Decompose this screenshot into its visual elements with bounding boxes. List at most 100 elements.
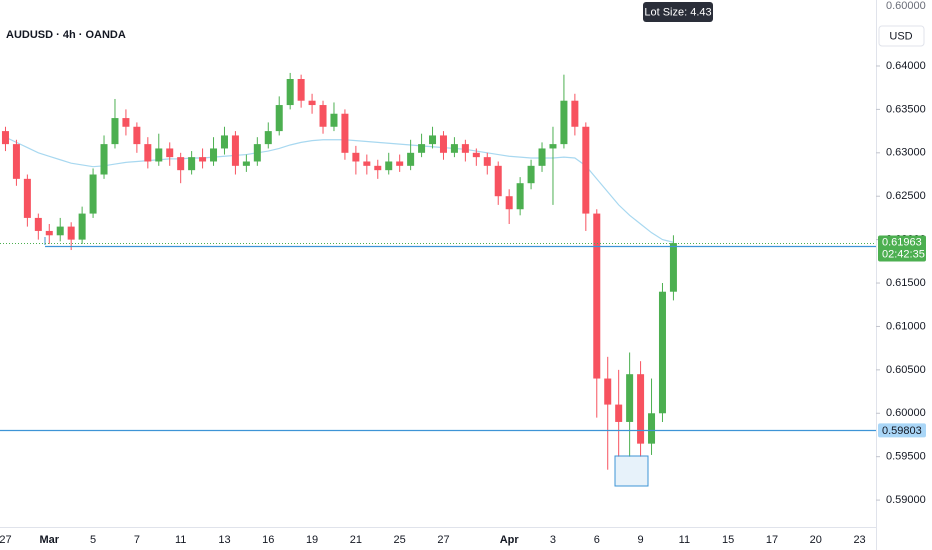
candle-body: [166, 148, 174, 158]
x-tick-label: 27: [0, 534, 12, 546]
candle-body: [538, 148, 546, 166]
y-tick-label: 0.60500: [886, 364, 926, 376]
candle-body: [450, 144, 458, 153]
top-price-label: 0.60000: [886, 0, 926, 12]
candle-body: [188, 157, 196, 171]
currency-box[interactable]: [878, 25, 925, 47]
candle-body: [483, 157, 491, 166]
candle-body: [275, 105, 283, 132]
candle-body: [133, 126, 141, 145]
candle-body: [549, 144, 557, 149]
current-price-box: [878, 235, 926, 262]
candle-body: [144, 144, 152, 162]
lot-size-tooltip: [643, 2, 713, 22]
candle-body: [439, 135, 447, 153]
candle-body: [34, 217, 42, 231]
candle-body: [1, 131, 9, 145]
candle-body: [461, 144, 469, 153]
candle-body: [472, 152, 480, 158]
zone-rectangle: [614, 455, 649, 487]
currency[interactable]: USD: [889, 30, 912, 42]
candle-body: [286, 79, 294, 106]
x-tick-label: 21: [350, 534, 362, 546]
candle-body: [571, 100, 579, 127]
x-tick-label: 13: [218, 534, 230, 546]
candle-body: [67, 226, 75, 240]
y-tick-label: 0.60000: [886, 407, 926, 419]
countdown-label: 02:42:35: [882, 248, 925, 260]
x-tick-label: 19: [306, 534, 318, 546]
candle-body: [582, 126, 590, 214]
candle-body: [78, 213, 86, 240]
x-tick-label: 11: [175, 534, 186, 546]
x-tick-label: 3: [550, 534, 556, 546]
candle-body: [374, 165, 382, 171]
x-tick-label: Apr: [500, 534, 520, 546]
candle-body: [593, 213, 601, 379]
candle-body: [231, 135, 239, 166]
x-tick-label: 6: [594, 534, 600, 546]
candle-body: [341, 113, 349, 153]
candle-body: [264, 131, 272, 145]
candle-body: [253, 144, 261, 162]
candle-body: [648, 413, 656, 444]
x-tick-label: 15: [722, 534, 734, 546]
candle-body: [177, 157, 185, 171]
candle-body: [56, 226, 64, 236]
candle-body: [669, 243, 677, 292]
x-tick-label: 7: [134, 534, 140, 546]
candle-body: [199, 157, 207, 162]
current-price-label: 0.61963: [882, 236, 922, 248]
candle-body: [297, 79, 305, 101]
candle-body: [220, 135, 228, 149]
candle-body: [12, 144, 20, 179]
candle-body: [319, 105, 327, 127]
x-tick-label: 11: [679, 534, 690, 546]
candle-body: [407, 152, 415, 166]
x-tick-label: 23: [853, 534, 865, 546]
candle-body: [122, 118, 130, 127]
candle-body: [637, 374, 645, 444]
candle-body: [418, 144, 426, 153]
candle-body: [604, 378, 612, 405]
candle-body: [308, 100, 316, 106]
candle-body: [505, 196, 513, 210]
x-tick-label: 20: [810, 534, 822, 546]
x-tick-label: 17: [766, 534, 778, 546]
level-price-label: 0.59803: [882, 425, 922, 437]
candle-body: [363, 161, 371, 166]
candle-body: [89, 174, 97, 214]
y-tick-label: 0.62500: [886, 190, 926, 202]
candle-body: [242, 161, 250, 166]
candle-body: [111, 118, 119, 145]
candle-body: [155, 148, 163, 162]
plot-area: [1, 72, 677, 470]
x-tick-label: 5: [90, 534, 96, 546]
candle-body: [658, 291, 666, 414]
candle-body: [396, 161, 404, 166]
candle-body: [494, 165, 502, 197]
x-tick-label: 27: [437, 534, 449, 546]
candle-body: [330, 113, 338, 127]
candle-body: [23, 178, 31, 218]
candle-body: [626, 374, 634, 422]
candle-body: [352, 152, 360, 162]
candle-body: [429, 135, 437, 145]
x-tick-label: Mar: [39, 534, 59, 546]
candle-body: [560, 100, 568, 145]
candle-body: [100, 144, 108, 175]
lot-size: Lot Size: 4.43: [644, 6, 711, 18]
candle-body: [385, 161, 393, 171]
level-price-box: [878, 423, 926, 438]
y-tick-label: 0.59000: [886, 494, 926, 506]
moving-average: [5, 136, 674, 243]
x-tick-label: 9: [638, 534, 644, 546]
y-tick-label: 0.61500: [886, 277, 926, 289]
y-tick-label: 0.59500: [886, 451, 926, 463]
candle-body: [210, 148, 218, 162]
y-tick-label: 0.64000: [886, 60, 926, 72]
symbol-title: AUDUSD · 4h · OANDA: [6, 29, 126, 41]
y-tick-label: 0.61000: [886, 320, 926, 332]
